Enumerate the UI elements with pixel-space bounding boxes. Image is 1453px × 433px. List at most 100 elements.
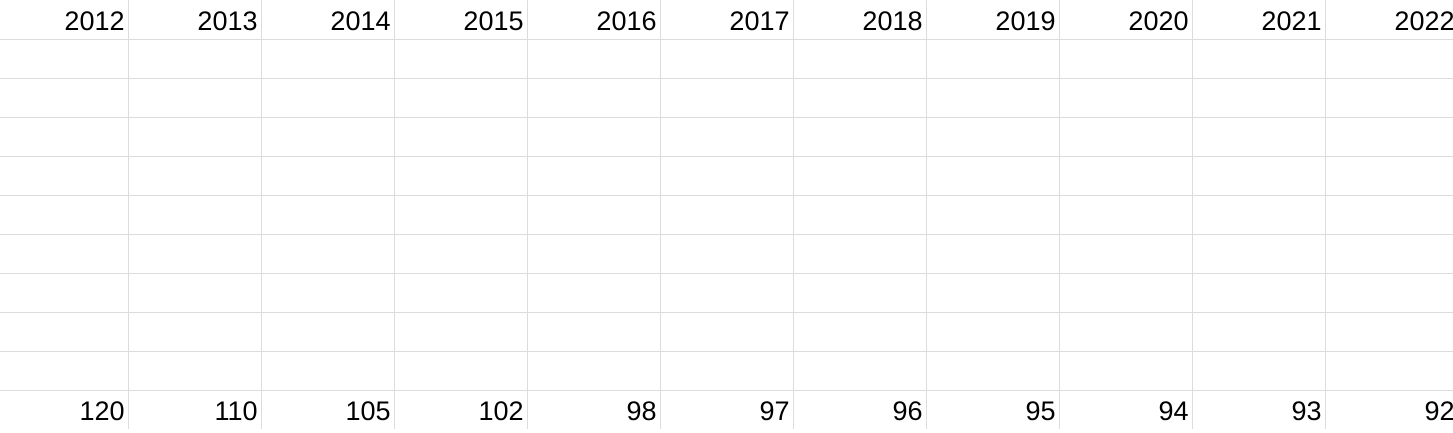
empty-cell[interactable]: [394, 195, 528, 235]
empty-cell[interactable]: [660, 78, 794, 118]
empty-cell[interactable]: [1192, 195, 1326, 235]
empty-cell[interactable]: [1192, 312, 1326, 352]
empty-cell[interactable]: [394, 156, 528, 196]
empty-cell[interactable]: [1059, 351, 1193, 391]
empty-cell[interactable]: [793, 117, 927, 157]
cell-value[interactable]: 93: [1192, 390, 1326, 429]
empty-cell[interactable]: [1325, 156, 1453, 196]
empty-cell[interactable]: [0, 156, 129, 196]
empty-cell[interactable]: [1192, 117, 1326, 157]
cell-year[interactable]: 2015: [394, 0, 528, 40]
empty-cell[interactable]: [1059, 195, 1193, 235]
empty-cell[interactable]: [394, 39, 528, 79]
empty-cell[interactable]: [261, 78, 395, 118]
empty-cell[interactable]: [1192, 234, 1326, 274]
empty-cell[interactable]: [394, 117, 528, 157]
empty-cell[interactable]: [926, 195, 1060, 235]
empty-cell[interactable]: [394, 78, 528, 118]
empty-cell[interactable]: [128, 78, 262, 118]
empty-cell[interactable]: [261, 117, 395, 157]
empty-cell[interactable]: [128, 351, 262, 391]
cell-value[interactable]: 102: [394, 390, 528, 429]
empty-cell[interactable]: [1192, 156, 1326, 196]
empty-cell[interactable]: [261, 234, 395, 274]
empty-cell[interactable]: [261, 156, 395, 196]
empty-cell[interactable]: [660, 273, 794, 313]
cell-year[interactable]: 2013: [128, 0, 262, 40]
empty-cell[interactable]: [0, 117, 129, 157]
empty-cell[interactable]: [1192, 273, 1326, 313]
empty-cell[interactable]: [793, 273, 927, 313]
empty-cell[interactable]: [926, 351, 1060, 391]
empty-cell[interactable]: [527, 234, 661, 274]
empty-cell[interactable]: [128, 273, 262, 313]
empty-cell[interactable]: [0, 39, 129, 79]
cell-value[interactable]: 92: [1325, 390, 1453, 429]
empty-cell[interactable]: [660, 195, 794, 235]
empty-cell[interactable]: [660, 312, 794, 352]
empty-cell[interactable]: [926, 312, 1060, 352]
empty-cell[interactable]: [527, 156, 661, 196]
cell-year[interactable]: 2018: [793, 0, 927, 40]
empty-cell[interactable]: [926, 39, 1060, 79]
empty-cell[interactable]: [0, 234, 129, 274]
cell-value[interactable]: 97: [660, 390, 794, 429]
empty-cell[interactable]: [926, 117, 1060, 157]
empty-cell[interactable]: [1325, 39, 1453, 79]
empty-cell[interactable]: [128, 195, 262, 235]
empty-cell[interactable]: [128, 312, 262, 352]
empty-cell[interactable]: [527, 351, 661, 391]
empty-cell[interactable]: [793, 351, 927, 391]
cell-year[interactable]: 2022: [1325, 0, 1453, 40]
empty-cell[interactable]: [926, 156, 1060, 196]
empty-cell[interactable]: [1325, 117, 1453, 157]
empty-cell[interactable]: [128, 156, 262, 196]
empty-cell[interactable]: [0, 351, 129, 391]
empty-cell[interactable]: [660, 234, 794, 274]
empty-cell[interactable]: [128, 117, 262, 157]
empty-cell[interactable]: [261, 273, 395, 313]
empty-cell[interactable]: [527, 117, 661, 157]
empty-cell[interactable]: [394, 273, 528, 313]
empty-cell[interactable]: [1059, 156, 1193, 196]
empty-cell[interactable]: [1059, 312, 1193, 352]
empty-cell[interactable]: [527, 312, 661, 352]
empty-cell[interactable]: [1325, 234, 1453, 274]
empty-cell[interactable]: [0, 195, 129, 235]
empty-cell[interactable]: [261, 351, 395, 391]
empty-cell[interactable]: [660, 117, 794, 157]
empty-cell[interactable]: [261, 195, 395, 235]
empty-cell[interactable]: [926, 234, 1060, 274]
cell-year[interactable]: 2017: [660, 0, 794, 40]
cell-value[interactable]: 96: [793, 390, 927, 429]
empty-cell[interactable]: [926, 78, 1060, 118]
empty-cell[interactable]: [0, 312, 129, 352]
cell-value[interactable]: 120: [0, 390, 129, 429]
empty-cell[interactable]: [1325, 351, 1453, 391]
empty-cell[interactable]: [793, 312, 927, 352]
cell-value[interactable]: 110: [128, 390, 262, 429]
empty-cell[interactable]: [793, 195, 927, 235]
empty-cell[interactable]: [660, 156, 794, 196]
empty-cell[interactable]: [394, 351, 528, 391]
cell-value[interactable]: 98: [527, 390, 661, 429]
empty-cell[interactable]: [527, 39, 661, 79]
empty-cell[interactable]: [527, 273, 661, 313]
empty-cell[interactable]: [1325, 78, 1453, 118]
empty-cell[interactable]: [1192, 351, 1326, 391]
empty-cell[interactable]: [1059, 39, 1193, 79]
cell-value[interactable]: 95: [926, 390, 1060, 429]
empty-cell[interactable]: [1325, 195, 1453, 235]
cell-value[interactable]: 94: [1059, 390, 1193, 429]
cell-year[interactable]: 2021: [1192, 0, 1326, 40]
empty-cell[interactable]: [793, 156, 927, 196]
empty-cell[interactable]: [1192, 78, 1326, 118]
cell-year[interactable]: 2019: [926, 0, 1060, 40]
empty-cell[interactable]: [793, 39, 927, 79]
empty-cell[interactable]: [1325, 273, 1453, 313]
cell-year[interactable]: 2016: [527, 0, 661, 40]
cell-year[interactable]: 2020: [1059, 0, 1193, 40]
empty-cell[interactable]: [926, 273, 1060, 313]
empty-cell[interactable]: [128, 234, 262, 274]
empty-cell[interactable]: [660, 39, 794, 79]
